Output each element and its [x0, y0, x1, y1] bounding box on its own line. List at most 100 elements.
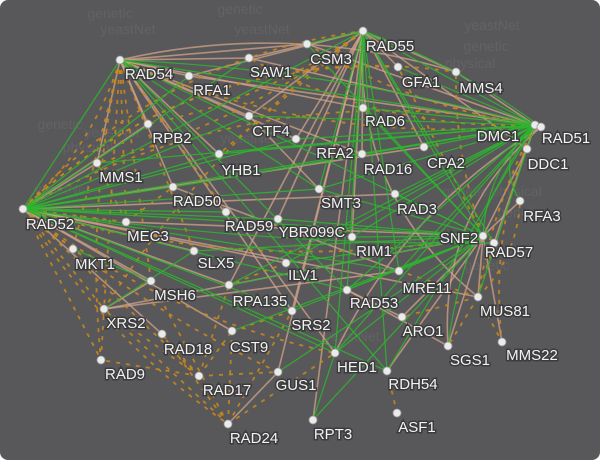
- node-label-RAD18[interactable]: RAD18: [162, 340, 213, 360]
- edge-orange-dashed-RAD17-GUS1[interactable]: [198, 371, 279, 377]
- edge-green-solid-SNF2-RPT3[interactable]: [312, 235, 484, 421]
- node-MMS1[interactable]: [92, 158, 102, 168]
- node-label-SRS2[interactable]: SRS2: [290, 316, 332, 336]
- node-SLX5[interactable]: [189, 246, 199, 256]
- node-RPT3[interactable]: [308, 415, 318, 425]
- node-XRS2[interactable]: [99, 304, 109, 314]
- node-RIM1[interactable]: [347, 232, 357, 242]
- edge-green-solid-DMC1-RIM1[interactable]: [351, 124, 536, 238]
- edge-green-solid-RAD52-RAD53[interactable]: [22, 208, 348, 291]
- node-SGS1[interactable]: [443, 341, 453, 351]
- node-label-MMS22[interactable]: MMS22: [505, 346, 560, 366]
- node-RAD50[interactable]: [168, 182, 178, 192]
- edge-orange-dashed-RAD55-YHB1[interactable]: [218, 30, 364, 155]
- node-label-RFA2[interactable]: RFA2: [315, 144, 356, 164]
- edge-green-solid-DMC1-MRE11[interactable]: [398, 124, 536, 272]
- node-label-RPB2[interactable]: RPB2: [151, 129, 193, 149]
- node-RAD6[interactable]: [358, 103, 368, 113]
- edge-green-solid-RAD52-HED1[interactable]: [22, 208, 336, 354]
- edge-green-solid-RAD52-YBR099C[interactable]: [22, 208, 279, 220]
- edge-tan-solid-SNF2-RFA3[interactable]: [482, 200, 521, 237]
- node-label-RDH54[interactable]: RDH54: [387, 375, 439, 395]
- node-label-MMS1[interactable]: MMS1: [98, 168, 144, 188]
- node-RPA135[interactable]: [224, 280, 234, 290]
- node-label-RAD6[interactable]: RAD6: [363, 112, 406, 132]
- edge-green-solid-RAD52-YHB1[interactable]: [22, 153, 220, 210]
- edge-tan-solid-XRS2-MRE11[interactable]: [103, 270, 400, 310]
- edge-tan-solid-RAD53-SGS1[interactable]: [346, 289, 449, 347]
- edge-green-solid-RAD52-RDH54[interactable]: [22, 208, 388, 372]
- node-label-RAD50[interactable]: RAD50: [171, 192, 222, 212]
- edge-tan-solid-RAD52-RAD3[interactable]: [22, 193, 396, 210]
- edge-green-solid-DMC1-SMT3[interactable]: [318, 124, 536, 190]
- node-MSH6[interactable]: [146, 276, 156, 286]
- edge-orange-dashed-RAD54-MSH6[interactable]: [119, 59, 152, 282]
- edge-green-solid-DMC1-CTF4[interactable]: [248, 115, 536, 126]
- edge-tan-solid-RAD54-SAW1[interactable]: [119, 57, 250, 61]
- edge-orange-dashed-RAD54-SLX5[interactable]: [119, 59, 195, 252]
- node-label-RPA135[interactable]: RPA135: [231, 292, 289, 312]
- edge-tan-solid-DMC1-MMS4[interactable]: [455, 71, 536, 126]
- node-RAD59[interactable]: [221, 207, 231, 217]
- node-label-YHB1[interactable]: YHB1: [220, 161, 262, 181]
- edge-green-solid-RAD52-RAD59[interactable]: [22, 208, 227, 213]
- node-SMT3[interactable]: [314, 184, 324, 194]
- node-RAD54[interactable]: [115, 55, 125, 65]
- node-MUS81[interactable]: [473, 292, 483, 302]
- edge-orange-dashed-RAD52-GUS1[interactable]: [22, 208, 279, 373]
- edge-green-solid-RAD52-SNF2[interactable]: [22, 208, 484, 237]
- node-MMS4[interactable]: [451, 67, 461, 77]
- node-label-MKT1[interactable]: MKT1: [73, 255, 116, 275]
- edge-green-solid-RPT3-HED1[interactable]: [312, 352, 336, 421]
- edge-green-solid-SNF2-SLX5[interactable]: [193, 235, 484, 252]
- node-RAD51[interactable]: [536, 122, 546, 132]
- node-label-RAD54[interactable]: RAD54: [123, 65, 174, 85]
- edge-orange-dashed-RAD24-MSH6[interactable]: [150, 280, 229, 425]
- node-label-SLX5[interactable]: SLX5: [196, 254, 236, 274]
- node-RDH54[interactable]: [382, 366, 392, 376]
- edge-green-solid-RAD52-SMT3[interactable]: [22, 188, 320, 210]
- node-label-MMS4[interactable]: MMS4: [458, 79, 504, 99]
- edge-green-solid-DMC1-RFA2[interactable]: [295, 124, 536, 140]
- edge-tan-solid-RAD54-CSM3[interactable]: [119, 43, 308, 61]
- edge-orange-dashed-SNF2-MMS4[interactable]: [455, 71, 484, 237]
- node-label-RIM1[interactable]: RIM1: [355, 242, 394, 262]
- edge-tan-solid-DMC1-CSM3[interactable]: [306, 43, 536, 126]
- node-label-CTF4[interactable]: CTF4: [251, 122, 292, 142]
- edge-green-solid-RAD54-RAD51[interactable]: [119, 59, 542, 128]
- edge-orange-dashed-RAD24-HED1[interactable]: [227, 352, 336, 425]
- edge-tan-solid-SNF2-ARO1[interactable]: [401, 235, 484, 318]
- edge-green-solid-RAD52-MRE11[interactable]: [22, 208, 400, 272]
- node-RFA3[interactable]: [515, 196, 525, 206]
- edge-tan-solid-RAD55-RPA135[interactable]: [228, 30, 364, 286]
- node-RFA1[interactable]: [184, 71, 194, 81]
- node-RAD17[interactable]: [194, 371, 204, 381]
- edge-orange-dashed-SNF2-GFA1[interactable]: [397, 66, 484, 237]
- node-GUS1[interactable]: [273, 367, 283, 377]
- node-label-RAD9[interactable]: RAD9: [103, 365, 146, 385]
- node-label-RAD55[interactable]: RAD55: [364, 37, 415, 57]
- node-DDC1[interactable]: [522, 144, 532, 154]
- node-ASF1[interactable]: [392, 408, 402, 418]
- edge-tan-solid-RAD55-CPA2[interactable]: [362, 30, 425, 148]
- edge-tan-solid-GUS1-RAD24[interactable]: [227, 371, 279, 425]
- edge-green-solid-RAD52-SAW1[interactable]: [22, 57, 250, 210]
- edge-tan-solid-RAD53-ARO1[interactable]: [346, 289, 403, 318]
- edge-tan-solid-RAD55-RFA2[interactable]: [295, 30, 364, 140]
- node-label-SGS1[interactable]: SGS1: [448, 351, 491, 371]
- edge-orange-dashed-ILV1-RPA135[interactable]: [228, 262, 287, 286]
- node-RAD57[interactable]: [489, 238, 499, 248]
- node-MRE11[interactable]: [394, 266, 404, 276]
- edge-green-solid-RAD55-HED1[interactable]: [334, 30, 364, 354]
- edge-orange-dashed-RDH54-ASF1[interactable]: [386, 370, 398, 414]
- edge-green-solid-RAD54-RAD53[interactable]: [119, 59, 348, 291]
- node-CSM3[interactable]: [302, 39, 312, 49]
- node-label-YBR099C[interactable]: YBR099C: [277, 223, 347, 243]
- node-label-MEC3[interactable]: MEC3: [126, 227, 171, 247]
- edge-orange-dashed-RAD54-RAD9[interactable]: [95, 59, 121, 361]
- node-label-DMC1[interactable]: DMC1: [475, 127, 521, 147]
- edge-green-solid-SNF2-ILV1[interactable]: [285, 235, 484, 264]
- edge-orange-dashed-MEC3-MMS1[interactable]: [96, 162, 127, 223]
- edge-green-solid-DMC1-RAD50[interactable]: [172, 124, 536, 188]
